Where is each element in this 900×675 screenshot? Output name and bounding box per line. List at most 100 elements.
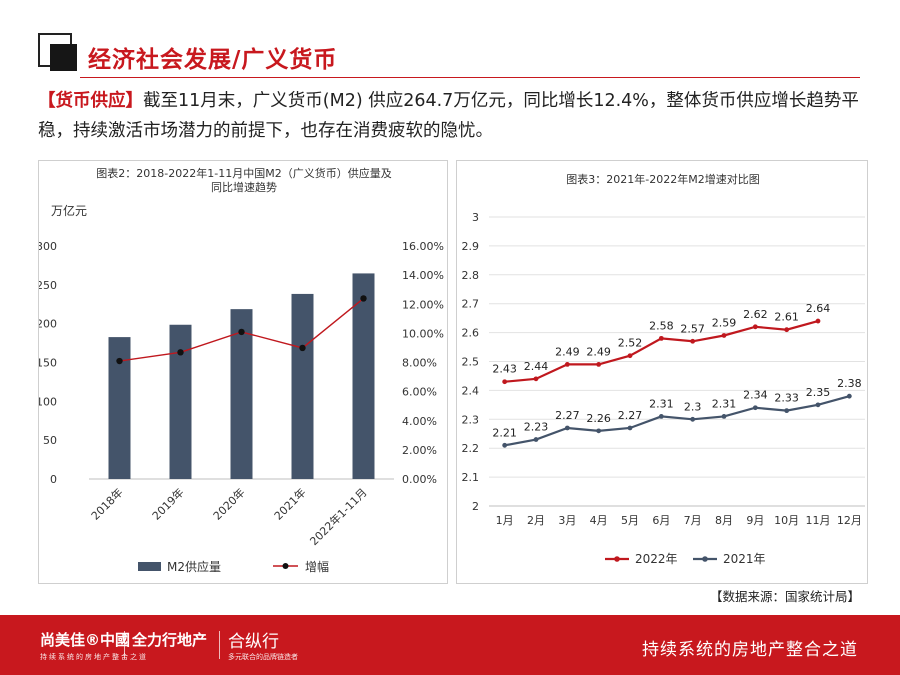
y-axis-tick-label: 2: [472, 500, 479, 513]
m2-supply-chart-panel: 图表2：2018-2022年1-11月中国M2（广义货币）供应量及 同比增速趋势…: [36, 160, 448, 584]
data-label-1: 2.21: [492, 426, 517, 439]
legend-swatch-m2-supply: [138, 562, 161, 571]
right-axis-tick-label: 16.00%: [402, 240, 444, 253]
data-label-0: 2.62: [743, 308, 768, 321]
x-axis-tick-label: 9月: [746, 514, 764, 527]
right-axis-tick-label: 8.00%: [402, 357, 437, 370]
series-point-1: [784, 408, 790, 414]
footer-separator: [219, 631, 220, 659]
series-point-1: [815, 402, 821, 408]
data-label-1: 2.35: [806, 386, 831, 399]
footer-bar: 尚美佳®中國 持续系统的房地产整合之道 全力行地产 合纵行 多元联合的品牌链造者…: [0, 615, 900, 675]
page-title: 经济社会发展/广义货币: [88, 47, 338, 73]
growth-rate-point: [177, 349, 184, 356]
data-label-1: 2.3: [684, 400, 702, 413]
intro-tag: 【货币供应】: [38, 91, 143, 111]
data-label-1: 2.27: [555, 409, 580, 422]
series-point-1: [752, 405, 758, 411]
series-point-1: [721, 414, 727, 419]
left-axis-tick-label: 150: [39, 357, 57, 370]
x-axis-tick-label: 12月: [837, 514, 862, 527]
left-axis-tick-label: 200: [39, 318, 57, 331]
footer-brand-hezongxing: 合纵行: [228, 632, 279, 652]
growth-rate-point: [360, 295, 367, 302]
y-axis-tick-label: 2.4: [462, 384, 480, 397]
m2-supply-bar: [291, 293, 314, 479]
m2-supply-bar: [352, 273, 375, 479]
data-label-0: 2.44: [524, 360, 549, 373]
series-point-0: [502, 379, 508, 385]
right-axis-tick-label: 6.00%: [402, 386, 437, 399]
footer-brand-shangmeijia: 尚美佳®中國: [40, 631, 131, 649]
m2-supply-bar: [108, 337, 131, 479]
data-source: 【数据来源：国家统计局】: [709, 589, 860, 604]
m2-growth-compare-chart: 图表3：2021年-2022年M2增速对比图 22.12.22.32.42.52…: [462, 172, 865, 566]
series-point-0: [721, 333, 727, 338]
data-label-1: 2.31: [712, 397, 737, 410]
right-axis-tick-label: 4.00%: [402, 415, 437, 428]
series-point-1: [533, 437, 539, 442]
series-point-0: [564, 361, 570, 367]
series-point-0: [752, 324, 758, 330]
m2-supply-bar: [169, 324, 192, 479]
data-label-1: 2.34: [743, 389, 768, 402]
x-axis-tick-label: 11月: [806, 514, 831, 527]
y-axis-unit: 万亿元: [51, 203, 87, 218]
series-point-0: [658, 335, 664, 341]
y-axis-tick-label: 2.5: [462, 356, 480, 369]
right-axis-tick-label: 12.00%: [402, 298, 444, 311]
data-label-1: 2.26: [586, 412, 611, 425]
logo-square-filled: [50, 44, 77, 71]
x-axis-tick-label: 4月: [590, 514, 608, 527]
right-axis-tick-label: 10.00%: [402, 327, 444, 340]
chart-title-line-1: 图表2：2018-2022年1-11月中国M2（广义货币）供应量及: [96, 166, 391, 180]
right-axis-tick-label: 2.00%: [402, 444, 437, 457]
x-axis-tick-label: 2月: [527, 514, 545, 527]
data-label-1: 2.33: [774, 392, 799, 405]
data-label-0: 2.64: [806, 302, 831, 315]
right-axis-tick-label: 0.00%: [402, 473, 437, 486]
series-point-0: [533, 376, 539, 382]
x-axis-tick-label: 6月: [652, 514, 670, 527]
x-axis-tick-label: 2022年1-11月: [307, 485, 370, 548]
growth-rate-point: [116, 357, 123, 365]
series-point-1: [627, 425, 633, 431]
left-axis-tick-label: 50: [43, 434, 57, 447]
series-point-1: [846, 393, 852, 399]
growth-rate-point: [238, 328, 245, 336]
left-axis-tick-label: 250: [39, 279, 57, 292]
m2-supply-chart: 图表2：2018-2022年1-11月中国M2（广义货币）供应量及 同比增速趋势…: [36, 166, 444, 574]
footer-separator: [124, 631, 125, 659]
page-header: 经济社会发展/广义货币: [0, 0, 900, 80]
data-label-1: 2.31: [649, 397, 674, 410]
x-axis-tick-label: 2021年: [271, 485, 308, 522]
legend-label-1: 2021年: [723, 552, 766, 566]
y-axis-tick-label: 2.7: [462, 298, 480, 311]
y-axis-tick-label: 2.8: [462, 269, 480, 282]
y-axis-tick-label: 2.1: [462, 471, 480, 484]
data-label-0: 2.52: [618, 337, 643, 350]
series-point-1: [690, 416, 696, 422]
data-label-1: 2.23: [524, 421, 549, 434]
intro-paragraph: 【货币供应】截至11月末，广义货币(M2) 供应264.7万亿元，同比增长12.…: [38, 86, 868, 146]
series-point-0: [627, 353, 633, 359]
left-axis-tick-label: 0: [50, 473, 57, 486]
series-line-1: [504, 395, 850, 447]
x-axis-tick-label: 3月: [558, 514, 576, 527]
footer-brand-shangmeijia-tagline: 持续系统的房地产整合之道: [40, 653, 148, 661]
data-label-0: 2.49: [586, 345, 611, 358]
chart-title: 图表3：2021年-2022年M2增速对比图: [566, 172, 759, 186]
legend-label-growth: 增幅: [305, 559, 329, 574]
series-point-1: [596, 428, 602, 434]
x-axis-tick-label: 5月: [621, 514, 639, 527]
y-axis-tick-label: 3: [472, 211, 479, 224]
data-label-0: 2.61: [774, 311, 799, 324]
series-point-0: [596, 361, 602, 367]
footer-slogan: 持续系统的房地产整合之道: [642, 640, 858, 660]
legend-swatch-growth-point: [282, 563, 289, 569]
legend-swatch-point-0: [614, 556, 620, 562]
x-axis-tick-label: 2019年: [149, 485, 186, 522]
x-axis-tick-label: 2018年: [88, 485, 125, 522]
footer-brand-quanlixing: 全力行地产: [132, 631, 208, 649]
x-axis-tick-label: 1月: [496, 514, 514, 527]
